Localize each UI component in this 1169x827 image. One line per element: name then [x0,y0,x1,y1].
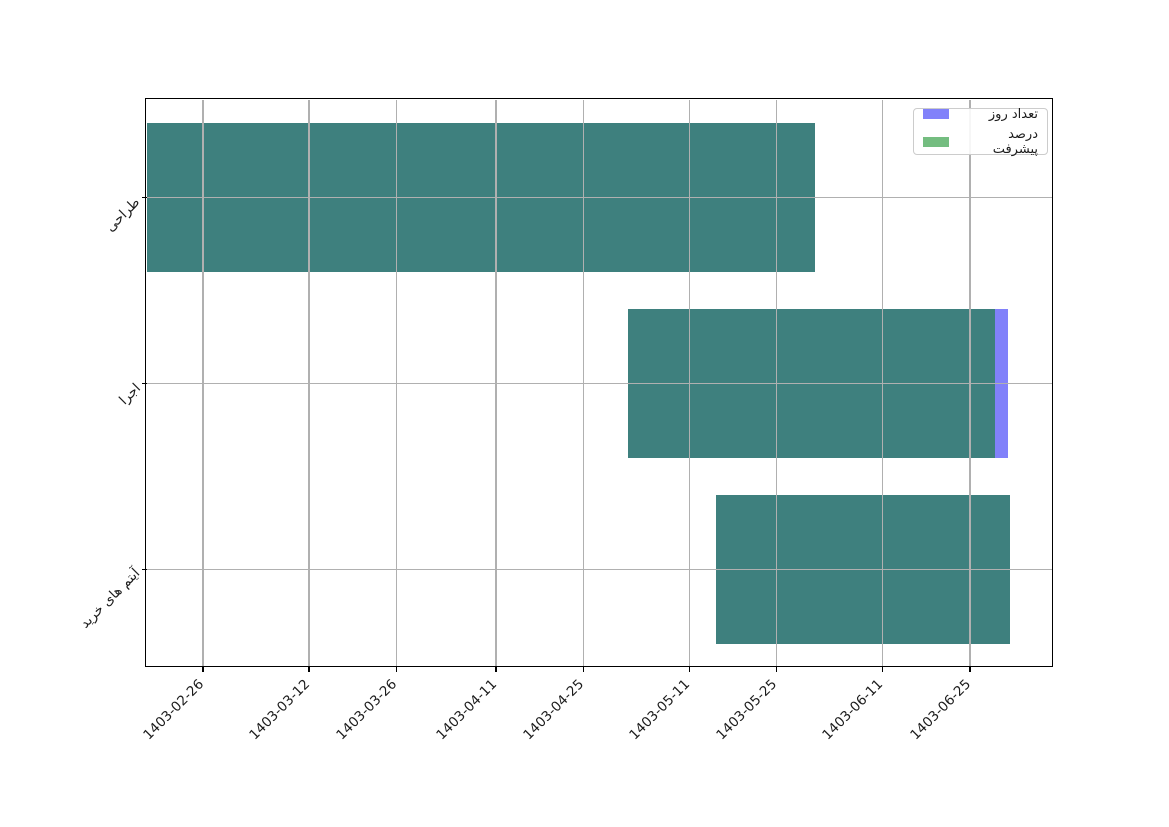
gantt-bar-progress [147,123,816,272]
grid-line-vertical [308,100,310,667]
grid-line-vertical [776,100,778,667]
grid-line-vertical [582,100,585,667]
gantt-bar-days [628,309,1009,458]
x-tick-label: 1403-02-26 [139,676,207,744]
gantt-bar-progress [715,495,1010,644]
legend-entry-progress: درصد پیشرفت [923,127,1038,157]
gantt-bar-days [147,123,816,272]
legend: تعداد روز درصد پیشرفت [913,107,1048,157]
grid-line-vertical [969,100,971,667]
x-tick-label: 1403-04-25 [520,676,588,744]
x-tick-label: 1403-06-25 [906,676,974,744]
y-tick-label: آیتم های خرید [77,565,144,632]
axes-frame [145,98,1054,668]
y-tick-mark [142,382,147,385]
x-tick-mark [582,667,585,672]
x-tick-mark [395,667,398,672]
legend-swatch-progress [923,136,949,147]
x-tick-mark [969,667,971,672]
x-tick-mark [688,667,691,672]
y-tick-mark [142,196,147,199]
gantt-bar-days [715,495,1010,644]
grid-line-vertical [202,100,204,667]
x-tick-label: 1403-05-25 [713,676,781,744]
y-tick-label: طراحی [102,193,144,235]
gantt-bar-progress [628,309,995,458]
grid-line-vertical [688,100,691,667]
legend-label-progress: درصد پیشرفت [992,126,1038,157]
grid-line-horizontal [147,568,1053,571]
y-tick-mark [142,568,147,571]
x-tick-mark [495,667,497,672]
grid-line-vertical [395,100,398,667]
x-tick-label: 1403-06-11 [819,676,887,744]
x-tick-mark [882,667,884,672]
x-tick-label: 1403-03-26 [333,676,401,744]
x-tick-label: 1403-04-11 [433,676,500,744]
x-tick-label: 1403-05-11 [626,676,694,744]
x-tick-mark [776,667,778,672]
grid-line-vertical [495,100,497,667]
grid-line-horizontal [147,382,1053,385]
grid-line-horizontal [147,196,1053,199]
grid-line-vertical [882,100,884,667]
legend-label-days: تعداد روز [988,106,1038,122]
x-tick-label: 1403-03-12 [245,676,313,744]
x-tick-mark [202,667,204,672]
legend-entry-days: تعداد روز [923,107,1038,122]
legend-swatch-days [923,109,949,119]
x-tick-mark [308,667,310,672]
y-tick-label: اجرا [115,379,144,408]
